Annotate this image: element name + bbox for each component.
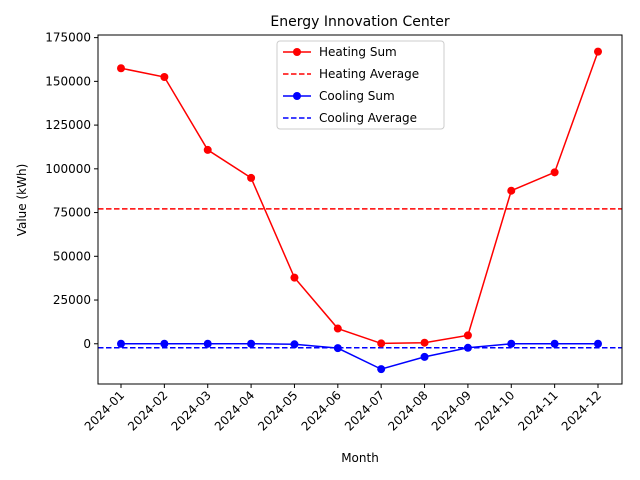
data-point-cooling-sum: [463, 343, 472, 352]
x-axis-title: Month: [341, 451, 379, 465]
y-tick-label: 125000: [45, 118, 91, 132]
data-point-heating-sum: [247, 173, 256, 182]
x-tick-label: 2024-08: [385, 388, 430, 433]
data-point-cooling-sum: [420, 352, 429, 361]
data-point-heating-sum: [550, 168, 559, 177]
data-point-heating-sum: [117, 64, 125, 73]
legend: Heating Sum Heating Average Cooling Sum Coo…: [276, 40, 445, 130]
series-line-heating-sum: [120, 51, 599, 345]
plot-area: [98, 47, 622, 374]
data-point-heating-sum: [594, 47, 602, 56]
data-point-cooling-sum: [550, 339, 559, 348]
y-tick-label: 50000: [53, 249, 91, 263]
data-point-heating-sum: [420, 338, 429, 347]
series-line-cooling-sum: [121, 343, 598, 370]
x-tick-label: 2024-07: [342, 388, 387, 433]
data-point-cooling-sum: [203, 339, 212, 348]
data-point-heating-sum: [290, 273, 299, 282]
y-axis-title: Value (kWh): [15, 164, 29, 237]
data-point-heating-sum: [333, 324, 342, 333]
x-tick-label: 2024-06: [299, 388, 344, 433]
data-point-cooling-sum: [160, 339, 169, 348]
legend-label-cooling-average: Cooling Average: [319, 111, 417, 125]
legend-marker-heating-sum: [293, 48, 301, 56]
legend-marker-cooling-sum: [293, 92, 301, 100]
data-point-heating-sum: [463, 331, 472, 340]
x-tick-label: 2024-04: [212, 388, 257, 433]
data-point-cooling-sum: [247, 339, 256, 348]
x-tick-label: 2024-09: [429, 388, 474, 433]
data-point-cooling-sum: [594, 339, 602, 348]
data-point-cooling-sum: [507, 339, 516, 348]
y-tick-label: 175000: [45, 31, 91, 45]
x-tick-label: 2024-05: [255, 388, 300, 433]
y-tick-label: 100000: [45, 162, 91, 176]
x-tick-label: 2024-10: [472, 388, 517, 433]
x-tick-label: 2024-12: [559, 388, 604, 433]
y-tick-label: 75000: [53, 206, 91, 220]
legend-label-heating-sum: Heating Sum: [319, 45, 397, 59]
data-point-cooling-sum: [117, 339, 125, 348]
y-tick-label: 150000: [45, 74, 91, 88]
data-point-heating-sum: [377, 339, 386, 348]
data-point-cooling-sum: [290, 340, 299, 349]
data-point-cooling-sum: [377, 365, 386, 374]
x-tick-label: 2024-03: [168, 388, 213, 433]
y-tick-label: 25000: [53, 293, 91, 307]
legend-label-cooling-sum: Cooling Sum: [319, 89, 395, 103]
data-point-cooling-sum: [333, 344, 342, 353]
data-point-heating-sum: [160, 72, 169, 81]
legend-label-heating-average: Heating Average: [319, 67, 419, 81]
x-tick-label: 2024-11: [515, 388, 560, 433]
axes-frame: [97, 34, 623, 385]
legend-box: [276, 40, 445, 130]
x-tick-label: 2024-02: [125, 388, 170, 433]
data-point-heating-sum: [203, 145, 212, 154]
chart-title: Energy Innovation Center: [270, 14, 449, 30]
data-point-heating-sum: [507, 186, 516, 195]
x-tick-label: 2024-01: [82, 388, 127, 433]
y-tick-label: 0: [83, 337, 91, 351]
